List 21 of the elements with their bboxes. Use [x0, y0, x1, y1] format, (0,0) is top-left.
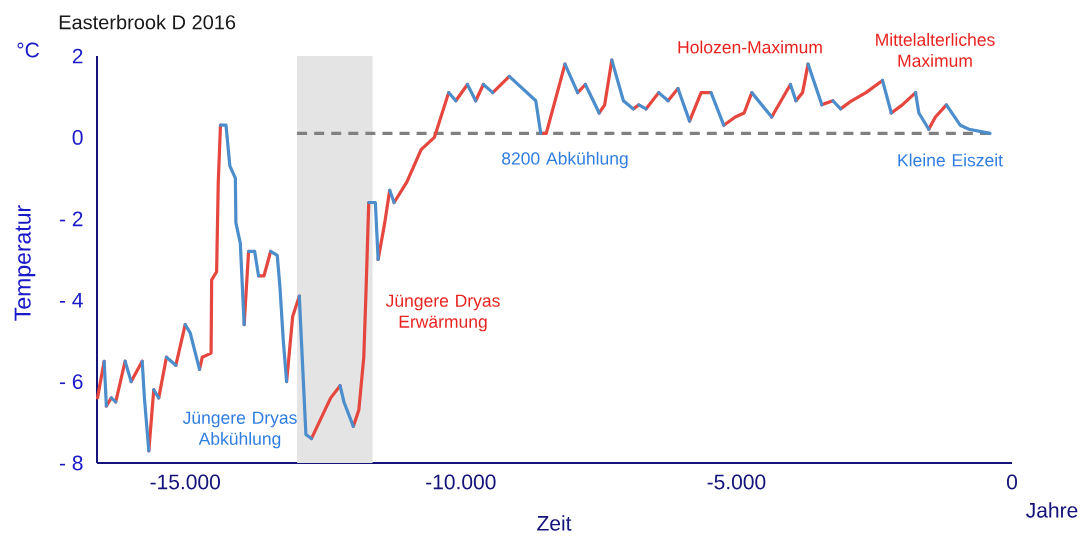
text: Jahre — [1026, 502, 1078, 518]
text: °C — [17, 42, 39, 58]
x-tick-label: -5.000 — [707, 474, 766, 490]
x-tick-label: -10.000 — [426, 474, 496, 490]
y-tick-label: - 8 — [59, 455, 83, 471]
annotation: Jüngere Dryas Abkühlung — [182, 411, 297, 449]
text: Holozen-Maximum — [678, 40, 822, 54]
annotation: 8200 Abkühlung — [502, 151, 628, 169]
x-tick-label: -15.000 — [150, 474, 220, 490]
x-tick-label: 0 — [1007, 474, 1018, 490]
y-tick-label: 0 — [72, 129, 83, 145]
annotation: Jüngere Dryas Erwärmung — [385, 294, 500, 332]
y-tick-label: - 2 — [59, 211, 83, 227]
y-tick-label: - 4 — [59, 292, 83, 308]
annotation: Kleine Eiszeit — [898, 153, 1003, 167]
x-axis-title: Zeit — [537, 515, 572, 531]
y-tick-label: 2 — [72, 48, 83, 64]
y-tick-label: - 6 — [59, 374, 83, 390]
chart-title: Easterbrook D 2016 — [59, 14, 236, 30]
y-axis-title: Temperatur — [14, 205, 36, 321]
annotation: Mittelalterliches Maximum — [876, 33, 995, 67]
